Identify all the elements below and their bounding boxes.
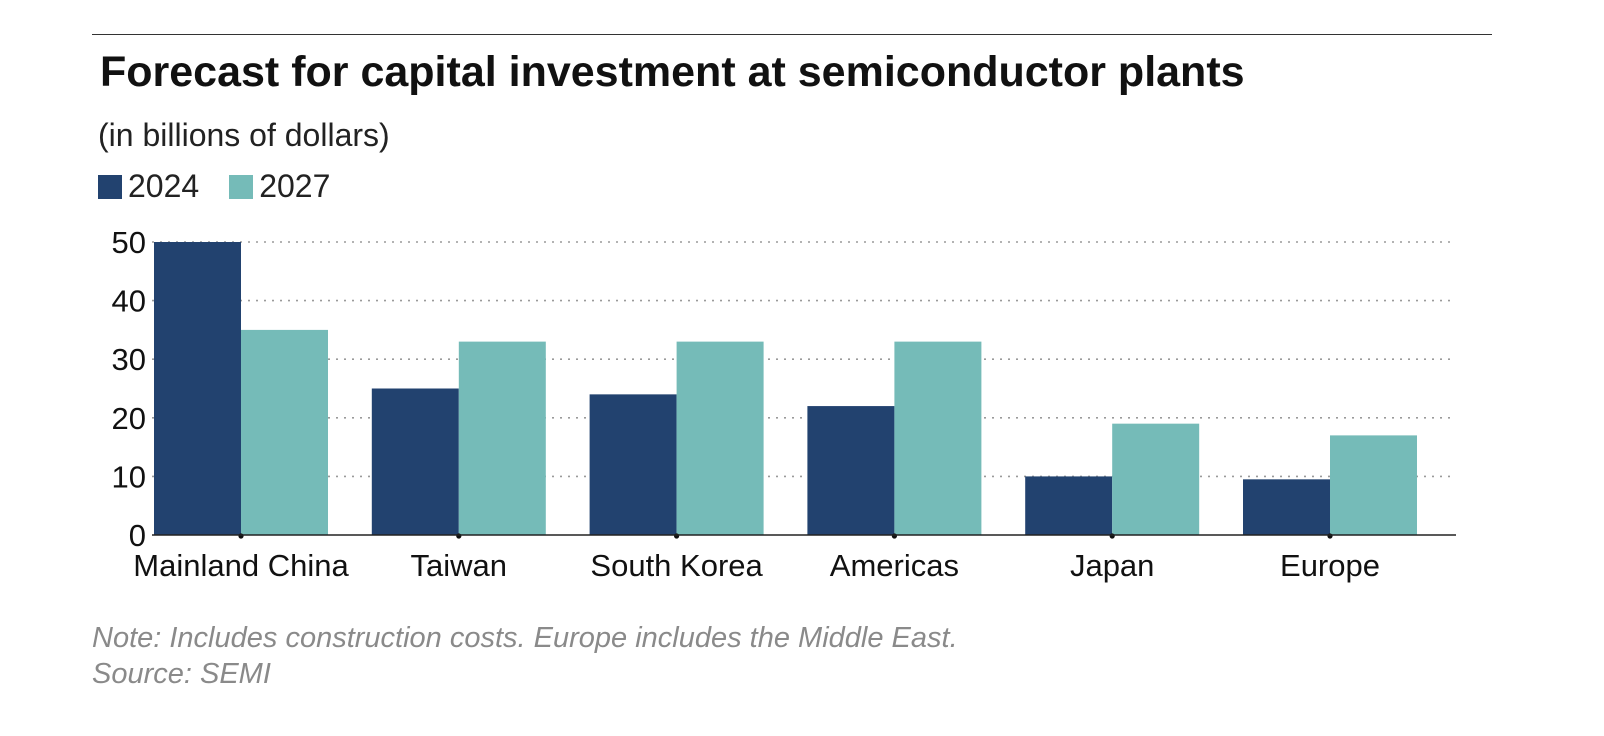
legend-label-2027: 2027 — [259, 168, 331, 204]
bar-japan-2024 — [1025, 476, 1113, 535]
x-tick-label-americas: Americas — [830, 548, 959, 583]
legend-swatch-2024 — [98, 174, 122, 199]
x-tick-mark-south-korea — [674, 533, 680, 539]
y-tick-label-0: 0 — [129, 518, 146, 553]
bar-taiwan-2024 — [371, 388, 459, 535]
x-tick-label-japan: Japan — [1070, 548, 1154, 583]
legend-swatch-2027 — [229, 174, 254, 199]
x-tick-label-south-korea: South Korea — [590, 548, 763, 583]
y-tick-label-30: 30 — [112, 342, 146, 377]
x-tick-mark-taiwan — [456, 533, 462, 539]
x-tick-label-europe: Europe — [1280, 548, 1380, 583]
bar-americas-2024 — [807, 406, 895, 535]
x-tick-mark-europe — [1327, 533, 1333, 539]
bar-japan-2027 — [1112, 423, 1200, 535]
y-tick-label-10: 10 — [112, 459, 146, 494]
x-tick-mark-mainland-china — [238, 533, 244, 539]
y-tick-label-40: 40 — [112, 284, 146, 319]
bar-south-korea-2027 — [676, 341, 764, 535]
chart-title: Forecast for capital investment at semic… — [100, 48, 1245, 96]
bar-taiwan-2027 — [458, 341, 546, 535]
bar-mainland-china-2024 — [154, 242, 241, 535]
footnote: Note: Includes construction costs. Europ… — [92, 622, 958, 654]
bar-europe-2024 — [1243, 479, 1330, 535]
x-tick-label-taiwan: Taiwan — [411, 548, 508, 583]
x-tick-mark-americas — [891, 533, 898, 539]
source-note: Source: SEMI — [92, 658, 271, 690]
bar-europe-2027 — [1330, 435, 1417, 535]
legend-item-2024: 2024 — [98, 168, 199, 205]
legend-item-2027: 2027 — [229, 168, 330, 205]
legend-label-2024: 2024 — [128, 168, 200, 204]
bar-americas-2027 — [894, 341, 982, 535]
chart-subtitle: (in billions of dollars) — [98, 117, 390, 153]
bar-south-korea-2024 — [589, 394, 677, 535]
y-tick-label-50: 50 — [112, 225, 146, 260]
y-tick-label-20: 20 — [112, 401, 146, 436]
bar-mainland-china-2027 — [241, 329, 328, 535]
x-tick-label-mainland-china: Mainland China — [133, 548, 349, 583]
x-tick-mark-japan — [1109, 533, 1115, 539]
legend: 2024 2027 — [98, 168, 360, 205]
top-rule — [92, 34, 1492, 35]
